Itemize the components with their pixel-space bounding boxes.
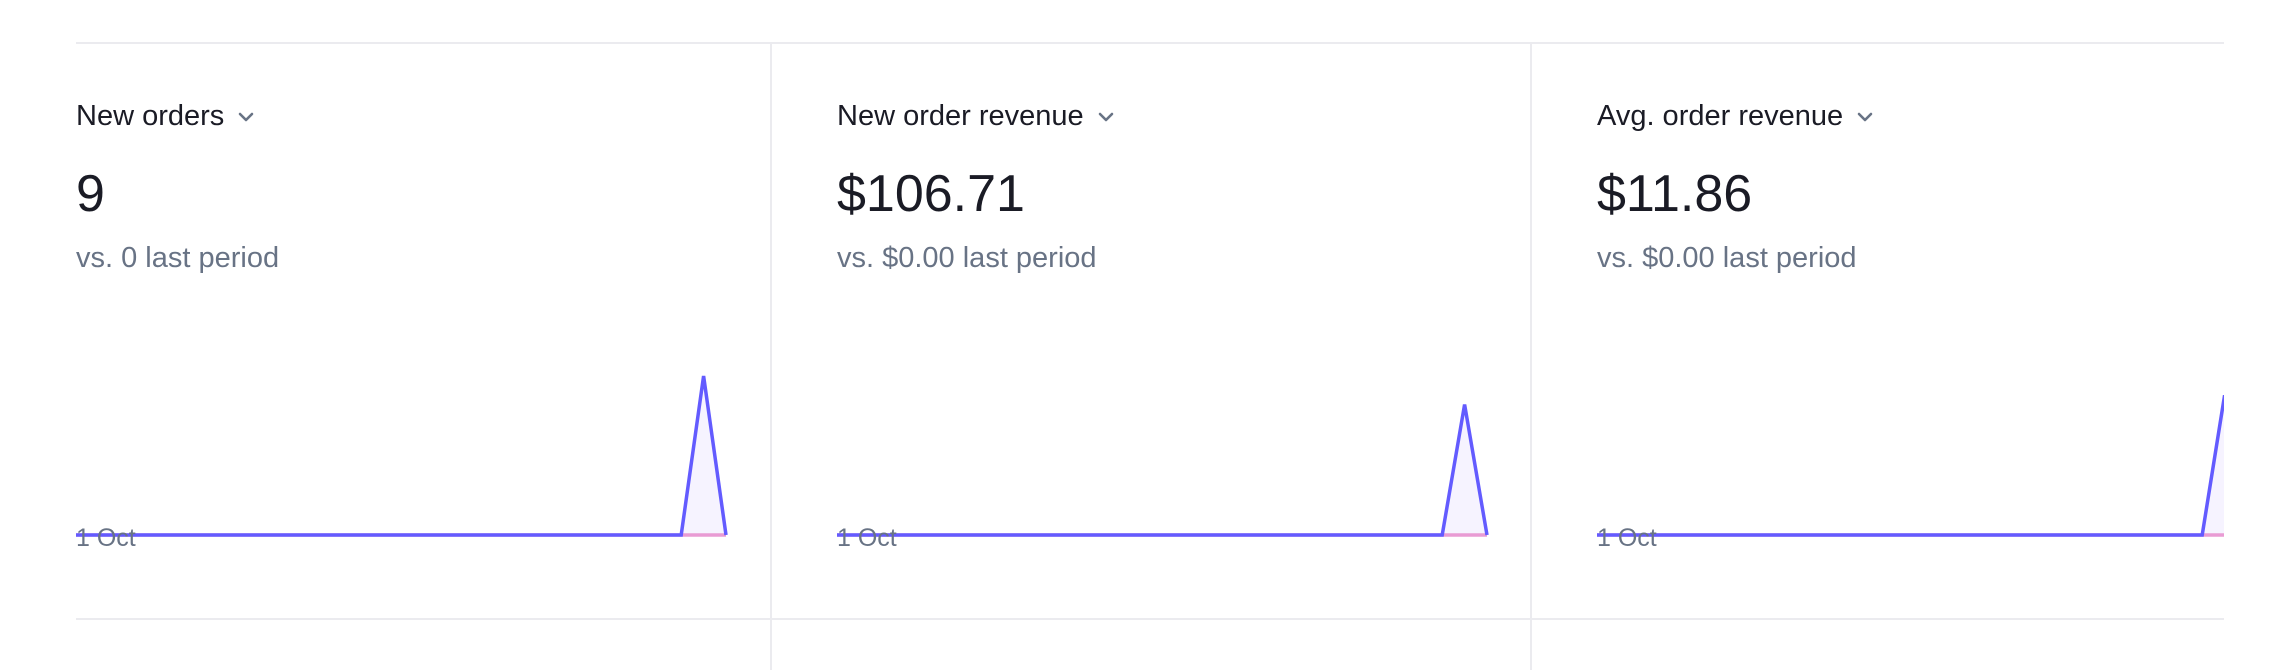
sparkline-current-period-line: [1597, 395, 2224, 537]
chevron-down-icon: [1098, 112, 1114, 122]
metric-value: 9: [76, 165, 105, 223]
metric-card-new-order-revenue: New order revenue $106.71 vs. $0.00 last…: [837, 44, 1597, 618]
metric-title: Avg. order revenue: [1597, 100, 1844, 132]
bottom-divider: [76, 618, 2224, 620]
metric-value: $11.86: [1597, 165, 1753, 223]
metric-comparison: vs. 0 last period: [76, 242, 280, 274]
sparkline-area: [76, 376, 726, 535]
metric-value: $106.71: [837, 165, 1025, 223]
column-divider-2: [1530, 44, 1532, 670]
metric-card-new-orders: New orders 9 vs. 0 last period 1 Oct: [76, 44, 836, 618]
metric-card-avg-order-revenue: Avg. order revenue $11.86 vs. $0.00 last…: [1597, 44, 2224, 618]
sparkline-current-period-line: [837, 404, 1489, 537]
metric-selector[interactable]: New orders: [76, 102, 254, 131]
axis-start-label: 1 Oct: [76, 524, 136, 552]
sparkline-area: [837, 404, 1487, 535]
sparkline-chart: [76, 375, 728, 537]
metric-title: New orders: [76, 100, 225, 132]
metric-comparison: vs. $0.00 last period: [837, 242, 1097, 274]
metric-selector[interactable]: New order revenue: [837, 102, 1114, 131]
metric-selector[interactable]: Avg. order revenue: [1597, 102, 1873, 131]
axis-start-label: 1 Oct: [837, 524, 897, 552]
sparkline-current-period-line: [76, 375, 728, 537]
metric-title: New order revenue: [837, 100, 1084, 132]
chevron-down-icon: [238, 112, 254, 122]
axis-start-label: 1 Oct: [1597, 524, 1657, 552]
metric-comparison: vs. $0.00 last period: [1597, 242, 1857, 274]
top-divider: [76, 42, 2224, 44]
sparkline-chart: [837, 404, 1489, 537]
sparkline-area: [1597, 399, 2224, 535]
sparkline-chart: [1597, 395, 2224, 537]
chevron-down-icon: [1857, 112, 1873, 122]
column-divider-1: [770, 44, 772, 670]
metrics-row: New orders 9 vs. 0 last period 1 Oct New…: [76, 44, 2224, 618]
